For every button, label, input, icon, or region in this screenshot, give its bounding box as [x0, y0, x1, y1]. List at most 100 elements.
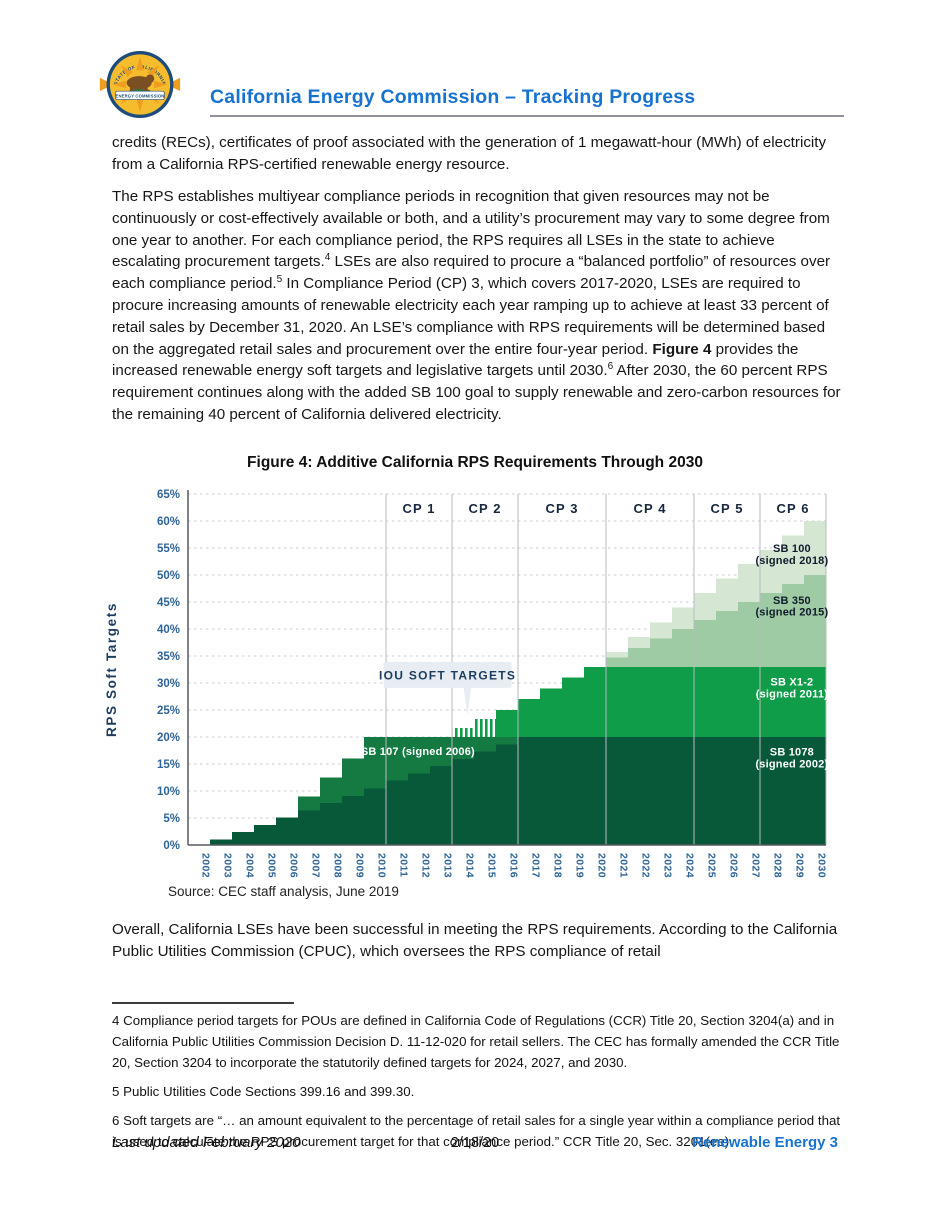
area-sb-x1-2 [584, 666, 606, 737]
x-tick-label: 2018 [552, 853, 564, 878]
x-tick-label: 2003 [222, 853, 234, 878]
series-label: SB X1-2 [770, 676, 813, 688]
x-tick-label: 2026 [728, 853, 740, 878]
area-sb-1078 [320, 802, 342, 845]
area-sb-350 [760, 592, 782, 667]
cp-label: CP 2 [468, 501, 501, 516]
logo-bear-leg [129, 86, 134, 93]
callout-label: IOU SOFT TARGETS [379, 668, 516, 682]
logo-banner-label: ENERGY COMMISSION [116, 93, 165, 98]
area-sb-100 [650, 622, 672, 639]
paragraph-rps: The RPS establishes multiyear compliance… [112, 188, 841, 423]
x-tick-label: 2014 [464, 853, 476, 878]
area-sb-107 [320, 777, 342, 803]
y-tick-label: 55% [157, 543, 180, 555]
area-sb-350 [694, 619, 716, 667]
area-sb-107 [452, 737, 474, 760]
logo-bear-leg [144, 86, 148, 93]
y-tick-label: 35% [157, 651, 180, 663]
area-sb-100 [694, 592, 716, 620]
area-sb-1078 [716, 737, 738, 845]
cp-label: CP 5 [710, 501, 743, 516]
x-tick-label: 2019 [574, 853, 586, 878]
area-sb-1078 [804, 737, 826, 845]
area-sb-350 [804, 575, 826, 667]
area-sb-1078 [342, 795, 364, 845]
footnote-4: 4 Compliance period targets for POUs are… [112, 1013, 840, 1070]
logo-banner [115, 90, 165, 100]
y-tick-label: 25% [157, 705, 180, 717]
area-sb-x1-2 [452, 727, 474, 737]
area-sb-1078 [782, 737, 804, 845]
series-label-signed: (signed 2018) [755, 555, 828, 567]
area-sb-1078 [694, 737, 716, 845]
x-tick-label: 2027 [750, 853, 762, 878]
area-sb-100 [804, 521, 826, 575]
paragraph-overall: Overall, California LSEs have been succe… [112, 921, 838, 960]
y-tick-label: 45% [157, 597, 180, 609]
figure-source: Source: CEC staff analysis, June 2019 [168, 884, 399, 899]
area-sb-x1-2 [474, 719, 496, 737]
area-sb-107 [364, 737, 386, 789]
series-label: SB 350 [773, 595, 811, 607]
area-sb-1078 [430, 766, 452, 845]
cec-logo: STATE OF CALIFORNIA ENERGY COMMISSION [99, 51, 181, 118]
y-tick-label: 50% [157, 570, 180, 582]
area-sb-107 [298, 796, 320, 811]
footer-last-updated: Last updated February 2020 [112, 1134, 301, 1151]
area-sb-107 [496, 737, 518, 745]
area-sb-x1-2 [540, 688, 562, 737]
series-label-signed: (signed 2011) [756, 688, 828, 700]
area-sb-100 [760, 549, 782, 593]
x-tick-label: 2006 [288, 853, 300, 878]
x-tick-label: 2016 [508, 853, 520, 878]
x-tick-label: 2021 [618, 853, 630, 878]
cp-label: CP 4 [633, 501, 666, 516]
x-tick-label: 2004 [244, 853, 256, 878]
y-tick-label: 65% [157, 489, 180, 501]
footnote-6: 6 Soft targets are “… an amount equivale… [112, 1113, 841, 1149]
y-axis-title: RPS Soft Targets [104, 602, 119, 737]
area-sb-1078 [584, 737, 606, 845]
area-sb-1078 [760, 737, 782, 845]
cp-label: CP 6 [776, 501, 809, 516]
footnotes: 4 Compliance period targets for POUs are… [112, 1010, 848, 1160]
header-divider [210, 115, 844, 117]
x-tick-label: 2028 [772, 853, 784, 878]
footer-section-label: Renewable Energy 3 [692, 1134, 838, 1151]
area-sb-x1-2 [672, 666, 694, 737]
area-sb-1078 [254, 825, 276, 845]
x-tick-label: 2002 [200, 853, 212, 878]
series-label: SB 1078 [770, 747, 814, 759]
area-sb-1078 [232, 832, 254, 845]
area-sb-107 [342, 758, 364, 796]
area-sb-1078 [628, 737, 650, 845]
area-sb-350 [672, 629, 694, 667]
rps-requirements-chart: CP 1 CP 2 CP 3 CP 4 CP 5 CP 6 0% 5% 10% 15% 20% 25%… [104, 489, 828, 878]
logo-bear-head-icon [145, 74, 155, 83]
area-sb-1078 [408, 773, 430, 845]
series-label-signed: (signed 2015) [755, 607, 828, 619]
callout-box [383, 661, 512, 688]
area-sb-x1-2 [782, 666, 804, 737]
sb107-label: SB 107 (signed 2006) [361, 746, 475, 758]
area-sb-x1-2 [606, 666, 628, 737]
y-tick-label: 0% [163, 840, 180, 852]
series-label: SB 100 [773, 543, 811, 555]
area-sb-107 [408, 737, 430, 774]
x-tick-label: 2025 [706, 853, 718, 878]
x-tick-label: 2013 [442, 853, 454, 878]
area-sb-x1-2 [716, 666, 738, 737]
x-tick-label: 2007 [310, 853, 322, 878]
y-tick-label: 5% [163, 813, 180, 825]
y-tick-label: 10% [157, 786, 180, 798]
x-tick-label: 2020 [596, 853, 608, 878]
area-sb-350 [782, 584, 804, 667]
x-tick-label: 2005 [266, 853, 278, 878]
area-sb-100 [738, 564, 760, 602]
logo-left-wing-icon [99, 77, 114, 92]
area-sb-x1-2 [738, 666, 760, 737]
area-sb-x1-2 [694, 666, 716, 737]
paragraph-recs: credits (RECs), certificates of proof as… [112, 134, 827, 173]
